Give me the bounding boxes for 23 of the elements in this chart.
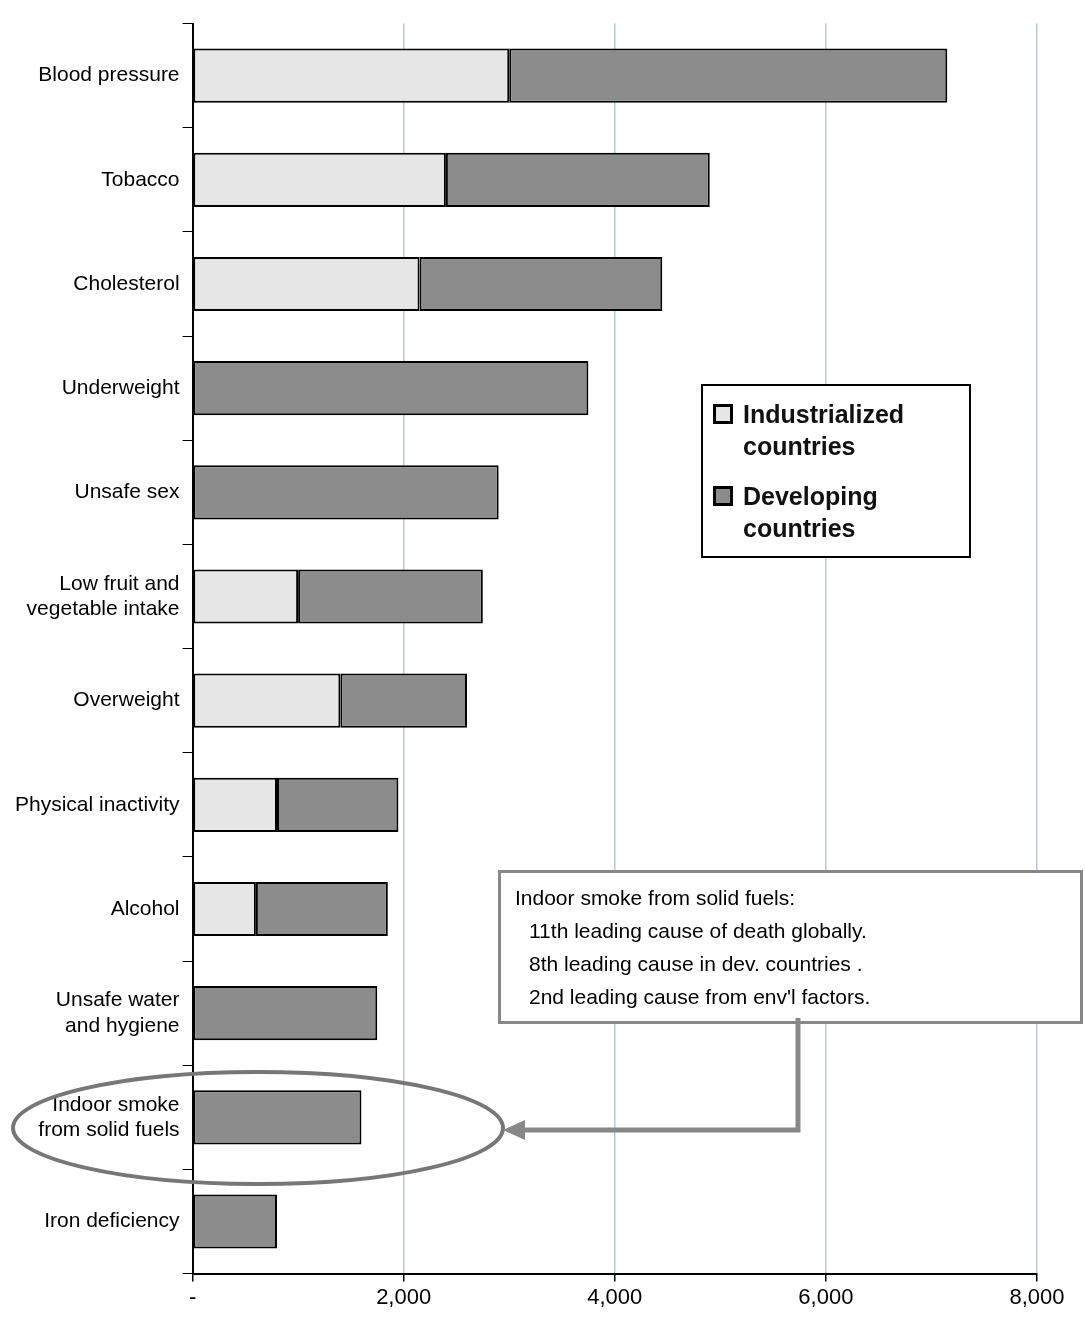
- annotation: 2nd leading cause from env'l factors.: [528, 984, 872, 1010]
- y-tick-label: Low fruit and vegetable intake: [26, 570, 180, 619]
- y-tick-label: Unsafe water and hygiene: [55, 987, 180, 1036]
- y-tick-label: Overweight: [73, 687, 180, 711]
- y-tick-label: Alcohol: [110, 895, 180, 919]
- x-tick-label: 8,000: [1009, 1283, 1065, 1309]
- annotation: 11th leading cause of death globally.: [528, 918, 868, 944]
- y-tick-label: Iron deficiency: [44, 1208, 181, 1232]
- y-tick-label: Blood pressure: [38, 62, 180, 86]
- y-tick-label: Unsafe sex: [74, 479, 181, 503]
- x-tick-label: 2,000: [376, 1283, 432, 1309]
- annotation: 8th leading cause in dev. countries .: [528, 951, 864, 977]
- y-tick-label: Cholesterol: [73, 270, 180, 294]
- legend-label: Developing countries: [743, 481, 879, 544]
- y-tick-label: Indoor smoke from solid fuels: [38, 1091, 180, 1140]
- y-tick-label: Underweight: [61, 374, 180, 398]
- legend-label: Industrialized countries: [743, 399, 906, 462]
- y-tick-label: Tobacco: [101, 166, 180, 190]
- x-tick-label: -: [188, 1283, 197, 1309]
- annotation: Indoor smoke from solid fuels:: [515, 885, 797, 911]
- x-tick-label: 4,000: [587, 1283, 643, 1309]
- x-tick-label: 6,000: [798, 1283, 854, 1309]
- y-tick-label: Physical inactivity: [14, 791, 181, 815]
